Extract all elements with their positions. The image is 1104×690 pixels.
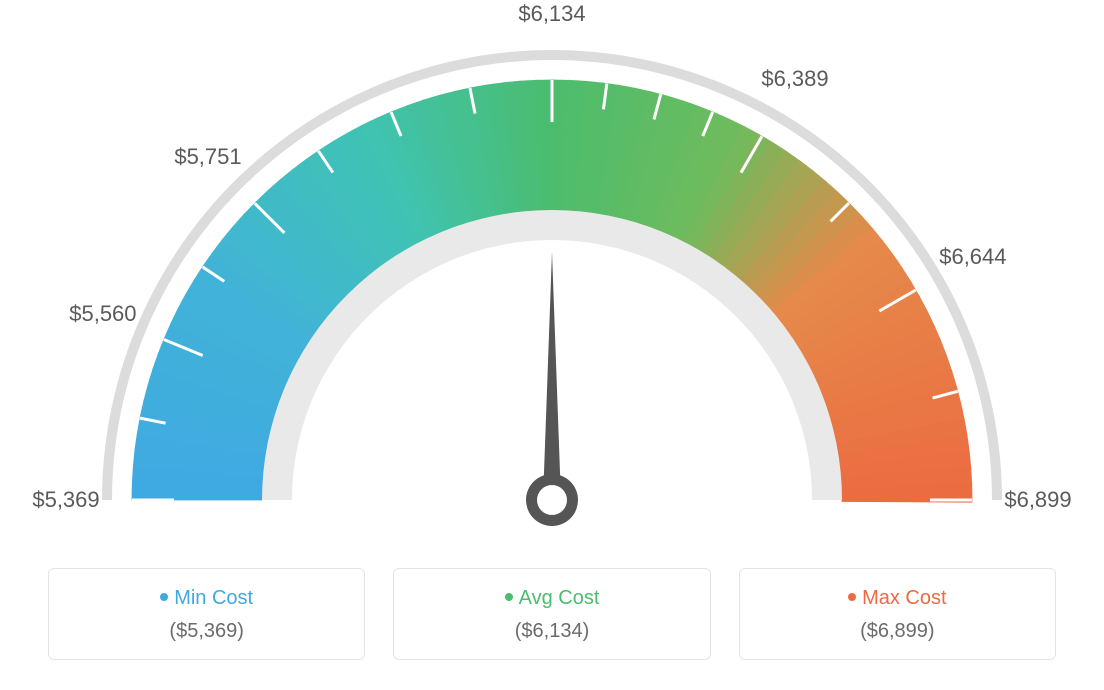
gauge-tick-label: $6,389 [761, 66, 828, 92]
legend-value-max: ($6,899) [750, 620, 1045, 643]
gauge-tick-label: $6,644 [939, 244, 1006, 270]
gauge-svg [0, 0, 1104, 560]
gauge-tick-label: $5,560 [69, 301, 136, 327]
legend-title-max: Max Cost [750, 587, 1045, 610]
legend-title-avg: Avg Cost [404, 587, 699, 610]
legend-value-min: ($5,369) [59, 620, 354, 643]
legend-value-avg: ($6,134) [404, 620, 699, 643]
legend-card-max: Max Cost ($6,899) [739, 568, 1056, 660]
gauge-tick-label: $5,751 [174, 144, 241, 170]
gauge-area: $5,369 $5,560 $5,751 $6,134 $6,389 $6,644 $6,8… [0, 0, 1104, 560]
legend-card-min: Min Cost ($5,369) [48, 568, 365, 660]
legend-label-min: Min Cost [174, 587, 253, 609]
legend-label-max: Max Cost [862, 587, 946, 609]
dot-min [160, 593, 168, 601]
gauge-tick-label: $6,899 [1004, 487, 1071, 513]
gauge-chart-container: $5,369 $5,560 $5,751 $6,134 $6,389 $6,644 $6,8… [0, 0, 1104, 690]
legend-label-avg: Avg Cost [519, 587, 600, 609]
gauge-tick-label: $5,369 [32, 487, 99, 513]
legend-row: Min Cost ($5,369) Avg Cost ($6,134) Max … [48, 568, 1056, 660]
legend-title-min: Min Cost [59, 587, 354, 610]
dot-max [848, 593, 856, 601]
gauge-tick-label: $6,134 [518, 1, 585, 27]
legend-card-avg: Avg Cost ($6,134) [393, 568, 710, 660]
dot-avg [505, 593, 513, 601]
